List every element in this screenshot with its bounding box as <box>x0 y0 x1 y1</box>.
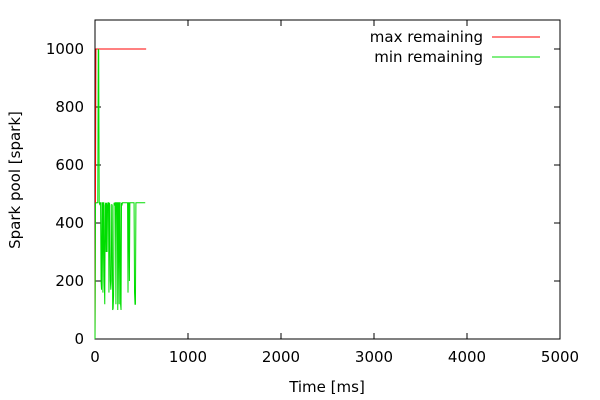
tick-labels: 0 1000 2000 3000 4000 5000 0 200 400 600 800 1000 <box>46 40 579 366</box>
legend-label-max-remaining: max remaining <box>370 28 483 46</box>
y-tick-label: 800 <box>55 98 84 116</box>
y-axis-label: Spark pool [spark] <box>6 111 24 249</box>
y-tick-label: 0 <box>74 330 84 348</box>
x-tick-label: 0 <box>90 348 100 366</box>
x-tick-label: 1000 <box>169 348 207 366</box>
x-tick-label: 4000 <box>448 348 486 366</box>
series-line-max-remaining <box>94 48 147 340</box>
x-tick-label: 2000 <box>262 348 300 366</box>
series-layer <box>94 48 147 340</box>
x-tick-label: 5000 <box>541 348 579 366</box>
y-tick-label: 600 <box>55 156 84 174</box>
series-line-min-remaining <box>94 48 146 340</box>
x-tick-label: 3000 <box>355 348 393 366</box>
y-tick-label: 1000 <box>46 40 84 58</box>
legend-label-min-remaining: min remaining <box>374 48 483 66</box>
x-axis-label: Time [ms] <box>288 378 365 396</box>
tick-marks <box>94 20 561 340</box>
y-tick-label: 200 <box>55 272 84 290</box>
legend: max remaining min remaining <box>370 28 540 66</box>
plot-frame <box>94 19 561 340</box>
y-tick-label: 400 <box>55 214 84 232</box>
